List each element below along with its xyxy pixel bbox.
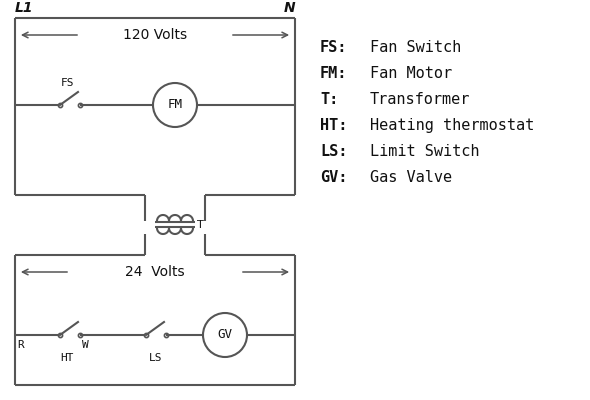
Text: Fan Switch: Fan Switch: [370, 40, 461, 55]
Text: Limit Switch: Limit Switch: [370, 144, 480, 159]
Text: R: R: [17, 340, 24, 350]
Text: T: T: [197, 220, 204, 230]
Text: Transformer: Transformer: [370, 92, 470, 107]
Text: Gas Valve: Gas Valve: [370, 170, 452, 185]
Text: GV: GV: [218, 328, 232, 342]
Text: LS: LS: [149, 353, 163, 363]
Text: 24  Volts: 24 Volts: [125, 265, 185, 279]
Text: N: N: [283, 1, 295, 15]
Text: HT: HT: [60, 353, 74, 363]
Text: L1: L1: [15, 1, 34, 15]
Text: Fan Motor: Fan Motor: [370, 66, 452, 81]
Text: W: W: [82, 340, 88, 350]
Text: FS: FS: [61, 78, 75, 88]
Text: LS:: LS:: [320, 144, 348, 159]
Text: Heating thermostat: Heating thermostat: [370, 118, 535, 133]
Text: FM: FM: [168, 98, 182, 112]
Text: 120 Volts: 120 Volts: [123, 28, 187, 42]
Text: T:: T:: [320, 92, 338, 107]
Text: FS:: FS:: [320, 40, 348, 55]
Text: FM:: FM:: [320, 66, 348, 81]
Text: HT:: HT:: [320, 118, 348, 133]
Text: GV:: GV:: [320, 170, 348, 185]
